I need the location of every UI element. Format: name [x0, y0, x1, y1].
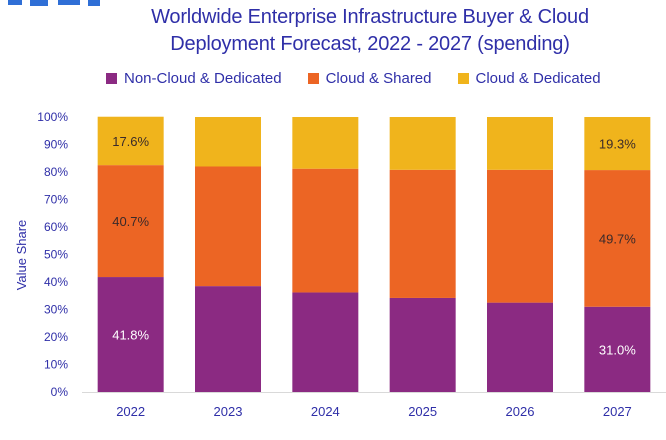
y-tick-label: 60%	[44, 220, 68, 234]
bar-segment	[292, 292, 359, 392]
y-tick-label: 80%	[44, 165, 68, 179]
chart-legend: Non-Cloud & Dedicated Cloud & Shared Clo…	[106, 70, 601, 87]
x-axis: 2022 2023 2024 2025 2026 2027	[82, 392, 666, 419]
bar-segment	[97, 165, 164, 278]
bar-segment	[389, 297, 456, 392]
data-label: 49.7%	[599, 231, 636, 246]
y-tick-label: 70%	[44, 193, 68, 207]
legend-label-non-cloud-dedicated: Non-Cloud & Dedicated	[124, 70, 282, 87]
data-label: 19.3%	[599, 137, 636, 152]
bar-segment	[195, 166, 261, 287]
legend-swatch-non-cloud-dedicated	[106, 73, 117, 84]
legend-swatch-cloud-shared	[307, 73, 319, 84]
bars: 41.8% 40.7% 17.6% 31.0% 49.7% 19.3%	[97, 116, 651, 392]
bar-segment	[292, 168, 359, 293]
brand-logo-fragment	[8, 0, 100, 6]
bar-segment	[487, 169, 553, 303]
y-tick-label: 0%	[51, 385, 69, 399]
bar-segment	[97, 116, 164, 166]
data-label: 41.8%	[112, 328, 149, 343]
legend-item-cloud-dedicated: Cloud & Dedicated	[457, 70, 601, 87]
bar-segment	[487, 302, 553, 392]
x-tick-label: 2027	[603, 404, 632, 419]
bar-segment	[97, 277, 164, 392]
legend-label-cloud-dedicated: Cloud & Dedicated	[475, 70, 601, 87]
bar-segment	[584, 117, 651, 171]
legend-item-non-cloud-dedicated: Non-Cloud & Dedicated	[106, 70, 282, 87]
bar-segment	[584, 170, 651, 307]
x-tick-label: 2022	[116, 404, 145, 419]
chart-title-line-1: Worldwide Enterprise Infrastructure Buye…	[151, 6, 589, 28]
bar-segment	[292, 117, 359, 169]
x-tick-label: 2024	[311, 404, 340, 419]
legend-swatch-cloud-dedicated	[457, 73, 469, 84]
legend-item-cloud-shared: Cloud & Shared	[307, 70, 432, 87]
x-tick-label: 2023	[214, 404, 243, 419]
chart-title-line-2: Deployment Forecast, 2022 - 2027 (spendi…	[170, 33, 570, 55]
y-tick-label: 30%	[44, 303, 68, 317]
legend-label-cloud-shared: Cloud & Shared	[325, 70, 432, 87]
y-tick-label: 40%	[44, 275, 68, 289]
y-tick-label: 100%	[37, 110, 68, 124]
bar-segment	[584, 306, 651, 392]
bar-segment	[195, 117, 261, 167]
y-tick-label: 20%	[44, 330, 68, 344]
bar-segment	[389, 117, 456, 170]
x-tick-label: 2025	[408, 404, 437, 419]
data-label: 31.0%	[599, 342, 636, 357]
y-axis-label: Value Share	[14, 220, 29, 291]
bar-segment	[389, 169, 456, 298]
x-tick-label: 2026	[506, 404, 535, 419]
data-label: 40.7%	[112, 214, 149, 229]
bar-segment	[487, 117, 553, 170]
y-tick-label: 10%	[44, 358, 68, 372]
y-tick-label: 90%	[44, 138, 68, 152]
y-axis: 0% 10% 20% 30% 40% 50% 60% 70% 80% 90% 100%	[37, 110, 68, 399]
chart-title: Worldwide Enterprise Infrastructure Buye…	[70, 4, 666, 58]
data-label: 17.6%	[112, 134, 149, 149]
y-tick-label: 50%	[44, 248, 68, 262]
bar-segment	[195, 286, 261, 392]
